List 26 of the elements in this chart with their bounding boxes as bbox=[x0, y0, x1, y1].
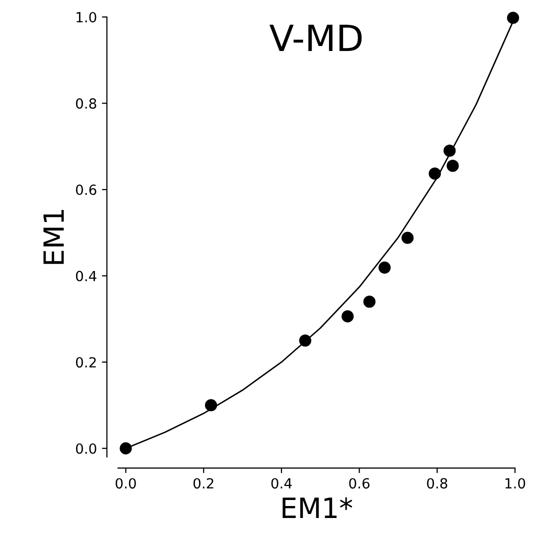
point bbox=[342, 310, 354, 322]
point bbox=[378, 262, 391, 274]
x-tick-label: 0.8 bbox=[427, 478, 448, 489]
y-axis-title: EM1 bbox=[43, 210, 64, 264]
point bbox=[402, 232, 414, 244]
point bbox=[428, 168, 441, 180]
x-tick-label: 0.2 bbox=[194, 478, 214, 489]
point bbox=[299, 334, 312, 347]
point bbox=[204, 399, 218, 412]
y-tick-label: 0.8 bbox=[76, 98, 96, 109]
point bbox=[446, 160, 459, 172]
chart-title: V-MD bbox=[269, 24, 362, 52]
x-axis-title: EM1* bbox=[282, 497, 352, 518]
point bbox=[444, 144, 456, 157]
point bbox=[363, 296, 376, 308]
y-tick-label: 0.6 bbox=[76, 184, 96, 196]
point bbox=[120, 442, 132, 454]
y-tick-label: 1.0 bbox=[76, 12, 96, 22]
y-tick-label: 0.0 bbox=[76, 443, 96, 454]
y-tick-label: 0.4 bbox=[76, 270, 96, 282]
x-tick-label: 0.4 bbox=[271, 478, 292, 489]
point bbox=[506, 12, 520, 24]
y-tick-label: 0.2 bbox=[76, 357, 96, 368]
x-tick-label: 0.6 bbox=[349, 478, 370, 489]
x-tick-label: 1.0 bbox=[505, 478, 526, 489]
x-tick-label: 0.0 bbox=[116, 478, 136, 489]
